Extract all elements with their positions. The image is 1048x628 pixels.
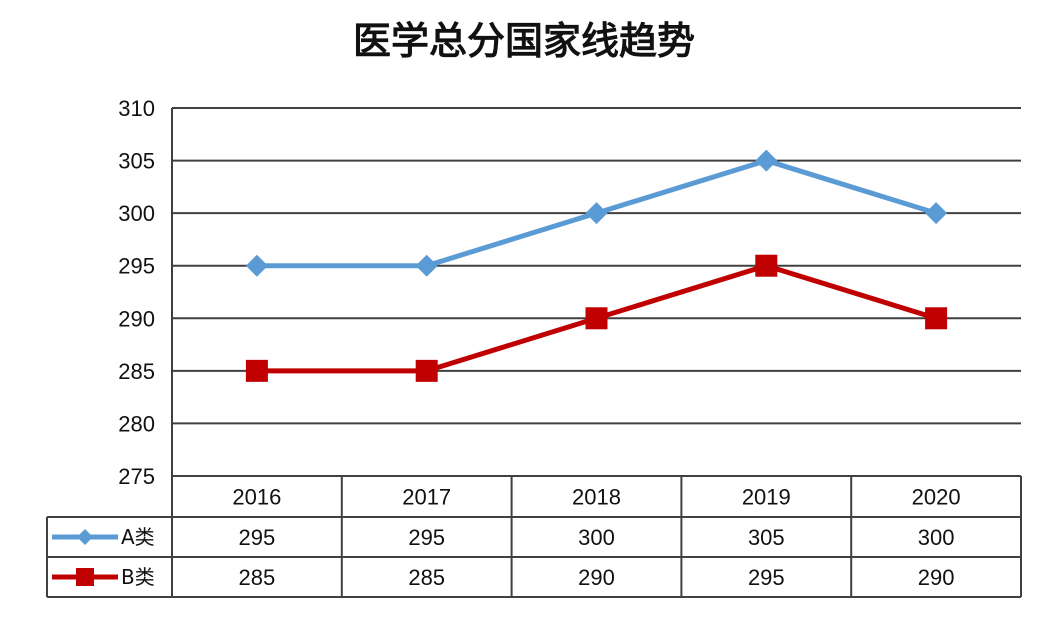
gridlines: [171, 107, 1021, 597]
y-tick-label-280: 280: [118, 411, 155, 436]
y-tick-label-275: 275: [118, 464, 155, 489]
data-point-b-2018: [585, 307, 608, 330]
legend-marker-a: [77, 529, 93, 545]
table-value-b-2016: 285: [239, 565, 276, 590]
y-tick-label-290: 290: [118, 306, 155, 331]
table-value-b-2020: 290: [918, 565, 955, 590]
data-point-b-2019: [755, 254, 778, 277]
table-value-a-2016: 295: [239, 525, 276, 550]
x-tick-label-2018: 2018: [572, 485, 621, 510]
table-value-a-2017: 295: [408, 525, 445, 550]
data-point-b-2017: [415, 359, 438, 382]
table-value-a-2020: 300: [918, 525, 955, 550]
y-tick-label-310: 310: [118, 96, 155, 121]
table-value-b-2019: 295: [748, 565, 785, 590]
table-value-b-2017: 285: [408, 565, 445, 590]
plot-series: [245, 149, 948, 382]
legend-marker-b: [76, 568, 94, 586]
table-value-b-2018: 290: [578, 565, 615, 590]
y-tick-label-285: 285: [118, 359, 155, 384]
data-point-a-2016: [245, 254, 268, 277]
x-tick-label-2017: 2017: [402, 485, 451, 510]
data-point-a-2018: [585, 202, 608, 225]
y-tick-label-300: 300: [118, 201, 155, 226]
data-point-b-2020: [925, 307, 948, 330]
x-tick-label-2019: 2019: [742, 485, 791, 510]
x-tick-label-2020: 2020: [912, 485, 961, 510]
table-value-a-2019: 305: [748, 525, 785, 550]
y-axis-ticks: 275 280 285 290 295 300 305 310: [118, 96, 155, 489]
legend-label-b: B类: [121, 565, 155, 589]
x-tick-label-2016: 2016: [232, 485, 281, 510]
table-value-a-2018: 300: [578, 525, 615, 550]
data-point-b-2016: [245, 359, 268, 382]
chart-title: 医学总分国家线趋势: [353, 18, 695, 63]
data-point-a-2020: [925, 202, 948, 225]
data-table: 2016 2017 2018 2019 2020 A类 295 295 300 305 300 B类 2…: [46, 476, 1022, 598]
y-tick-label-305: 305: [118, 149, 155, 174]
legend-label-a: A类: [121, 525, 155, 549]
y-tick-label-295: 295: [118, 254, 155, 279]
data-point-a-2017: [415, 254, 438, 277]
data-point-a-2019: [755, 149, 778, 172]
